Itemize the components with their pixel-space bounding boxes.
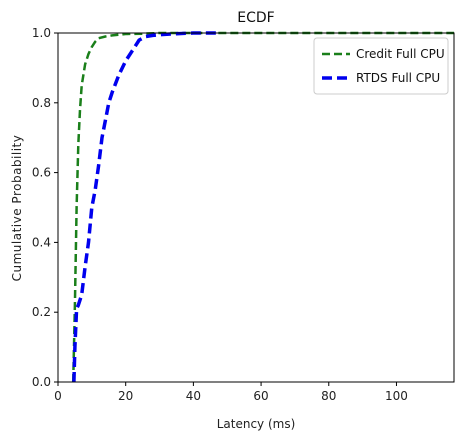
axis-ticks: 0 20 40 60 80 100 0.0 0.2 0.4 0.6 0.8 1.0 (32, 26, 408, 403)
plot-area (71, 31, 454, 383)
legend: Credit Full CPU RTDS Full CPU (313, 37, 449, 95)
y-tick-label: 0.2 (32, 305, 51, 319)
x-tick-label: 40 (186, 389, 201, 403)
plot-frame (57, 32, 455, 383)
series-line-2 (72, 31, 221, 383)
x-tick-label: 20 (118, 389, 133, 403)
legend-label-2: RTDS Full CPU (356, 71, 440, 85)
legend-label-1: Credit Full CPU (356, 47, 445, 61)
x-tick-label: 0 (54, 389, 62, 403)
x-tick-label: 80 (321, 389, 336, 403)
chart-title: ECDF (237, 10, 274, 26)
x-axis-label: Latency (ms) (217, 417, 296, 431)
y-tick-label: 0.6 (32, 166, 51, 180)
y-tick-label: 0.4 (32, 235, 51, 249)
y-axis-label: Cumulative Probability (10, 135, 24, 282)
x-tick-label: 60 (253, 389, 268, 403)
x-tick-label: 100 (385, 389, 408, 403)
y-tick-label: 1.0 (32, 26, 51, 40)
y-tick-label: 0.0 (32, 375, 51, 389)
legend-box (313, 37, 449, 95)
series-line-1 (71, 31, 454, 383)
y-tick-label: 0.8 (32, 96, 51, 110)
